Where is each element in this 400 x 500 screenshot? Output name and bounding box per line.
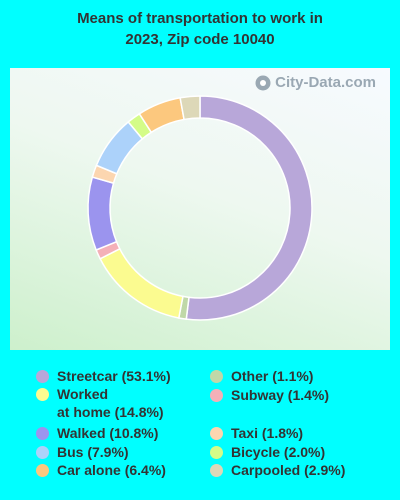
slice-streetcar — [185, 95, 313, 321]
legend-label: Walked (10.8%) — [57, 425, 159, 441]
legend-label: Bicycle (2.0%) — [231, 444, 326, 460]
legend-label-line1: Worked — [57, 386, 109, 402]
legend-item-other: Other (1.1%) — [210, 367, 313, 385]
legend-label: Taxi (1.8%) — [231, 425, 304, 441]
legend-label: Bus (7.9%) — [57, 444, 129, 460]
slice-carpooled — [179, 95, 201, 121]
legend-swatch — [210, 446, 223, 459]
legend-item-carpooled: Carpooled (2.9%) — [210, 461, 345, 479]
legend-label: Subway (1.4%) — [231, 387, 330, 403]
legend-swatch — [36, 464, 49, 477]
legend-swatch — [36, 370, 49, 383]
legend-swatch — [36, 388, 49, 401]
legend-item-car-alone: Car alone (6.4%) — [36, 461, 166, 479]
watermark-text: City-Data.com — [275, 74, 376, 91]
legend-label: Carpooled (2.9%) — [231, 462, 346, 478]
chart-title: Means of transportation to work in 2023,… — [0, 8, 400, 50]
legend-item-taxi: Taxi (1.8%) — [210, 424, 303, 442]
legend-label: Streetcar (53.1%) — [57, 368, 171, 384]
slice-walked — [87, 176, 118, 251]
legend-swatch — [210, 464, 223, 477]
plot-area: City-Data.com — [10, 68, 390, 350]
legend-swatch — [36, 446, 49, 459]
donut-chart — [87, 95, 313, 321]
legend-label-multiline: Worked at home (14.8%) — [57, 385, 164, 421]
legend-swatch — [210, 370, 223, 383]
legend-swatch — [210, 427, 223, 440]
legend-label: Other (1.1%) — [231, 368, 314, 384]
city-data-logo-icon — [255, 75, 271, 90]
legend-swatch — [210, 389, 223, 402]
legend-label: Car alone (6.4%) — [57, 462, 166, 478]
legend-label-line2: at home (14.8%) — [57, 404, 164, 420]
legend-item-subway: Subway (1.4%) — [210, 386, 329, 404]
watermark: City-Data.com — [255, 74, 376, 91]
chart-title-line1: Means of transportation to work in — [77, 10, 323, 27]
slice-worked-at-home — [99, 247, 184, 319]
legend-item-worked-at-home: Worked at home (14.8%) — [36, 385, 164, 421]
legend-item-bus: Bus (7.9%) — [36, 443, 129, 461]
legend-swatch — [36, 427, 49, 440]
chart-title-line2: 2023, Zip code 10040 — [125, 31, 275, 48]
legend-item-walked: Walked (10.8%) — [36, 424, 158, 442]
legend-item-streetcar: Streetcar (53.1%) — [36, 367, 171, 385]
legend-item-bicycle: Bicycle (2.0%) — [210, 443, 325, 461]
